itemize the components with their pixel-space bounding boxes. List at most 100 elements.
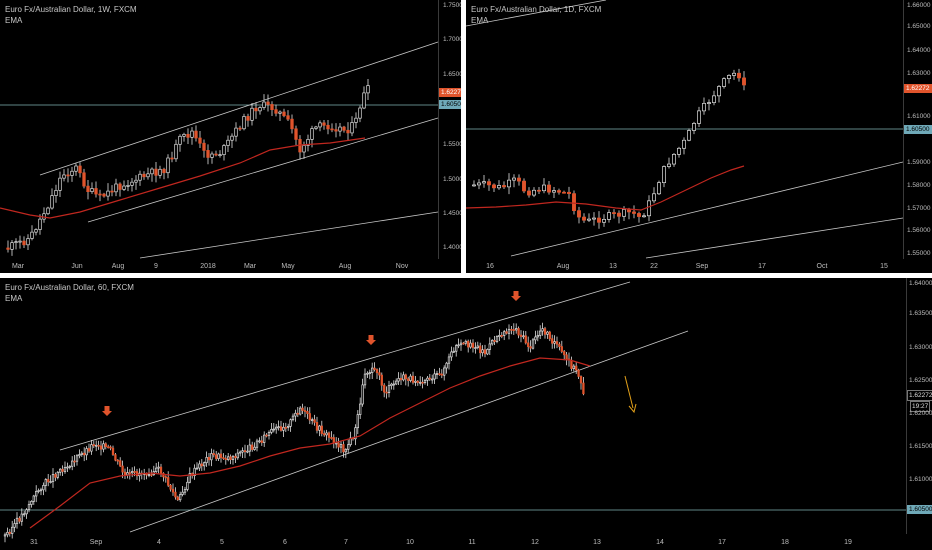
weekly-candle [350, 122, 354, 134]
hourly-candle [155, 467, 158, 472]
weekly-candle [318, 122, 322, 128]
daily-channel-bottom [645, 217, 904, 259]
daily-candle [602, 219, 606, 223]
hourly-candle [318, 425, 321, 431]
hourly-candle [277, 426, 280, 428]
weekly-candle [254, 107, 258, 112]
hourly-candle [551, 338, 554, 344]
daily-candle [607, 212, 611, 220]
weekly-candle [202, 142, 206, 151]
weekly-chart-title: Euro Fx/Australian Dollar, 1W, FXCM [5, 5, 137, 14]
hourly-candle [205, 457, 208, 464]
daily-x-label: Sep [695, 263, 709, 270]
hourly-candle [433, 373, 436, 380]
daily-candle [542, 184, 546, 192]
hourly-candle [75, 455, 79, 462]
hourly-candle [505, 331, 508, 334]
daily-x-label: 17 [758, 263, 766, 270]
hourly-candle [119, 460, 122, 467]
hourly-ema-label[interactable]: EMA [5, 294, 23, 303]
hourly-candle [493, 339, 496, 342]
hourly-candle [258, 440, 261, 443]
weekly-chart-pane[interactable]: Euro Fx/Australian Dollar, 1W, FXCM EMA … [0, 0, 461, 273]
daily-candle [707, 102, 711, 104]
hourly-candle [135, 471, 139, 477]
weekly-candle [14, 241, 18, 243]
hourly-candle [37, 490, 40, 492]
hourly-candle [294, 412, 297, 417]
daily-chart-canvas[interactable] [466, 0, 932, 273]
hourly-candle [435, 373, 439, 375]
weekly-candle [130, 181, 134, 186]
hourly-chart-pane[interactable]: Euro Fx/Australian Dollar, 60, FXCM EMA … [0, 278, 932, 550]
hourly-candle [63, 467, 67, 472]
hourly-candle [495, 336, 499, 342]
weekly-candle [102, 193, 106, 197]
hourly-candle [147, 474, 151, 476]
weekly-x-label: Mar [243, 263, 257, 270]
daily-x-label: Oct [816, 263, 828, 270]
daily-candle [577, 210, 581, 218]
weekly-candle [258, 107, 262, 112]
weekly-candle [338, 126, 342, 132]
weekly-ema-label[interactable]: EMA [5, 16, 23, 25]
daily-candle [507, 179, 511, 188]
hourly-candle [447, 356, 451, 364]
hourly-peak-arrow-icon [102, 406, 112, 416]
hourly-candle [159, 466, 163, 474]
hourly-chart-canvas[interactable] [0, 278, 932, 550]
daily-ema-line [466, 165, 745, 211]
weekly-channel-upper [39, 41, 439, 176]
daily-candle [482, 181, 486, 184]
hourly-candle [51, 474, 55, 482]
daily-candle [592, 217, 596, 220]
weekly-candle [362, 92, 366, 109]
hourly-y-label: 1.64000 [909, 280, 932, 287]
weekly-candle [18, 240, 22, 243]
hourly-candle [176, 496, 179, 501]
daily-candle [517, 177, 521, 182]
daily-candle [667, 163, 671, 167]
weekly-candle [358, 107, 362, 119]
hourly-candle [42, 485, 45, 491]
daily-candle [487, 181, 491, 186]
hourly-y-label: 1.61000 [909, 476, 932, 483]
hourly-x-label: 12 [531, 539, 539, 546]
weekly-price-axis-divider [438, 0, 439, 259]
daily-candle [532, 189, 536, 196]
hourly-candle [30, 500, 33, 505]
hourly-candle [164, 476, 167, 479]
hourly-candle [13, 523, 16, 528]
weekly-y-label: 1.45000 [443, 210, 461, 217]
hourly-candle [428, 377, 431, 380]
hourly-candle [311, 419, 314, 421]
hourly-candle [315, 422, 319, 431]
hourly-candle [167, 477, 170, 486]
hourly-candle [210, 453, 213, 461]
daily-ema-label[interactable]: EMA [471, 16, 489, 25]
daily-candle [477, 182, 481, 186]
weekly-candle [114, 183, 118, 193]
hourly-candle [457, 344, 460, 347]
daily-candle [722, 78, 726, 87]
hourly-candle [66, 466, 69, 469]
daily-chart-pane[interactable]: Euro Fx/Australian Dollar, 1D, FXCM EMA … [466, 0, 932, 273]
hourly-candle [23, 513, 26, 516]
daily-candle [712, 95, 716, 103]
hourly-candle [6, 531, 9, 536]
hourly-candle [99, 445, 103, 450]
hourly-chart-title: Euro Fx/Australian Dollar, 60, FXCM [5, 283, 134, 292]
hourly-candle [553, 341, 556, 344]
hourly-candle [25, 509, 28, 515]
weekly-chart-canvas[interactable] [0, 0, 461, 273]
daily-candle [492, 184, 496, 189]
hourly-candle [224, 458, 227, 460]
hourly-candle [229, 456, 232, 460]
hourly-candle [387, 385, 391, 393]
daily-channel-upper [466, 0, 607, 27]
hourly-candle [344, 448, 347, 453]
weekly-candle [294, 128, 298, 140]
weekly-candle [290, 118, 294, 130]
weekly-candle [326, 124, 330, 130]
hourly-candle [181, 491, 184, 495]
